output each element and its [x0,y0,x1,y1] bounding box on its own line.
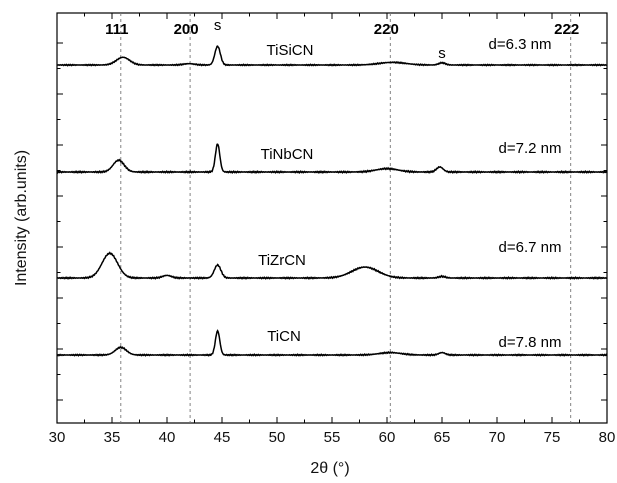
peak-label-111: 111 [105,21,128,38]
peak-label-222: 222 [554,21,579,38]
x-tick-label: 80 [599,429,616,446]
series-label-TiSiCN: TiSiCN [267,42,314,59]
x-tick-label: 50 [269,429,286,446]
substrate-mark: s [214,17,222,34]
x-tick-label: 40 [159,429,176,446]
x-tick-label: 70 [489,429,506,446]
chart-labels: 111 200 220 222 s s TiSiCN d=6.3 nm TiNbCN d=7.2 … [105,17,579,351]
grain-size-label: d=7.2 nm [499,140,562,157]
plot-frame [56,12,608,424]
x-tick-label: 65 [434,429,451,446]
peak-label-200: 200 [174,21,199,38]
series-label-TiNbCN: TiNbCN [261,146,314,163]
series-line-TiCN [56,329,608,357]
series-line-TiZrCN [56,251,608,280]
axis-ticks: 30 35 40 45 50 55 60 65 70 75 80 [49,13,616,446]
x-tick-label: 45 [214,429,231,446]
x-tick-label: 55 [324,429,341,446]
grain-size-label: d=6.3 nm [489,36,552,53]
series-label-TiZrCN: TiZrCN [258,252,306,269]
x-tick-label: 60 [379,429,396,446]
peak-label-220: 220 [374,21,399,38]
series-line-TiNbCN [56,143,608,175]
reference-lines [120,13,572,423]
y-axis-title: Intensity (arb.units) [13,150,30,286]
x-tick-label: 35 [104,429,121,446]
grain-size-label: d=7.8 nm [499,334,562,351]
x-tick-label: 75 [544,429,561,446]
grain-size-label: d=6.7 nm [499,239,562,256]
x-axis-title: 2θ (°) [310,460,349,477]
series-line-TiSiCN [56,45,608,67]
series-label-TiCN: TiCN [267,328,301,345]
x-tick-label: 30 [49,429,66,446]
diffraction-curves [56,45,608,357]
substrate-mark: s [438,45,446,62]
